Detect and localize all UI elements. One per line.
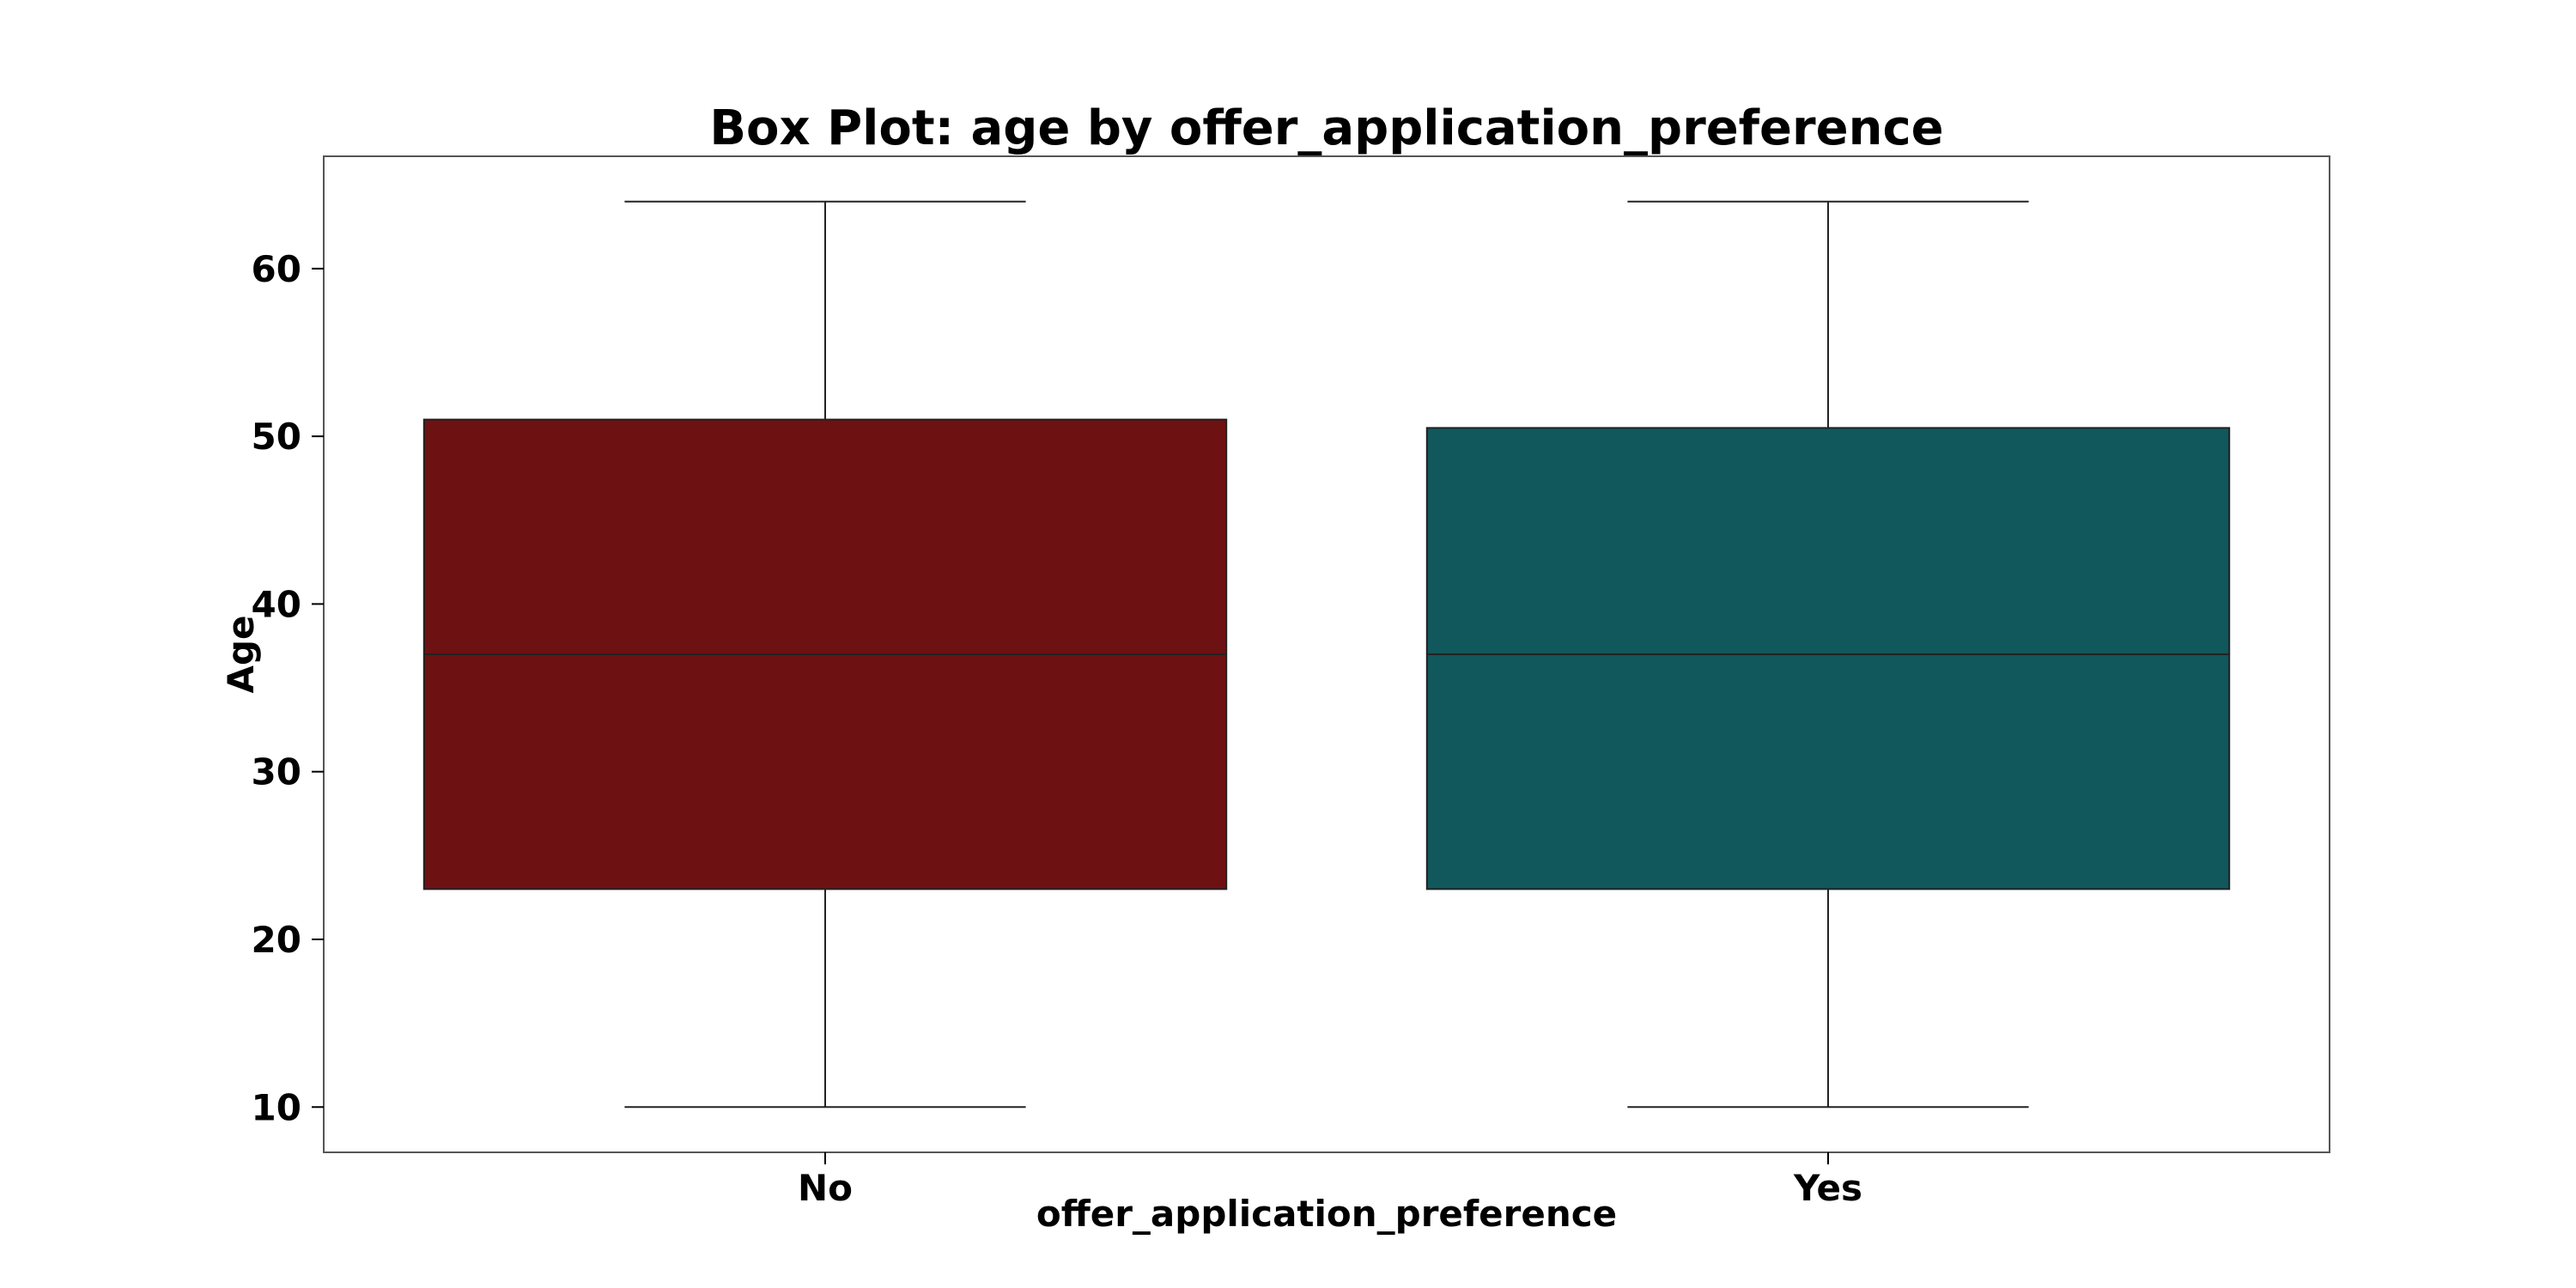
y-tick-label: 30 (252, 751, 301, 793)
x-tick-label-yes: Yes (1793, 1167, 1862, 1209)
box-yes (1425, 200, 2231, 1109)
x-axis: No Yes (798, 1152, 1862, 1209)
x-tick-label-no: No (798, 1167, 853, 1209)
y-tick-label: 60 (252, 248, 301, 290)
boxes-group (422, 200, 2231, 1109)
y-axis-label: Age (220, 615, 262, 693)
y-tick-label: 10 (252, 1086, 301, 1128)
box-no (422, 200, 1228, 1109)
y-tick-label: 40 (252, 583, 301, 625)
y-axis: 10 20 30 40 50 60 (252, 248, 324, 1128)
chart-title: Box Plot: age by offer_application_prefe… (709, 100, 1943, 156)
y-tick-label: 20 (252, 919, 301, 961)
x-axis-label: offer_application_preference (1036, 1193, 1617, 1235)
plot-area-frame (323, 155, 2330, 1153)
y-tick-label: 50 (252, 416, 301, 458)
iqr-box (1425, 427, 2231, 890)
